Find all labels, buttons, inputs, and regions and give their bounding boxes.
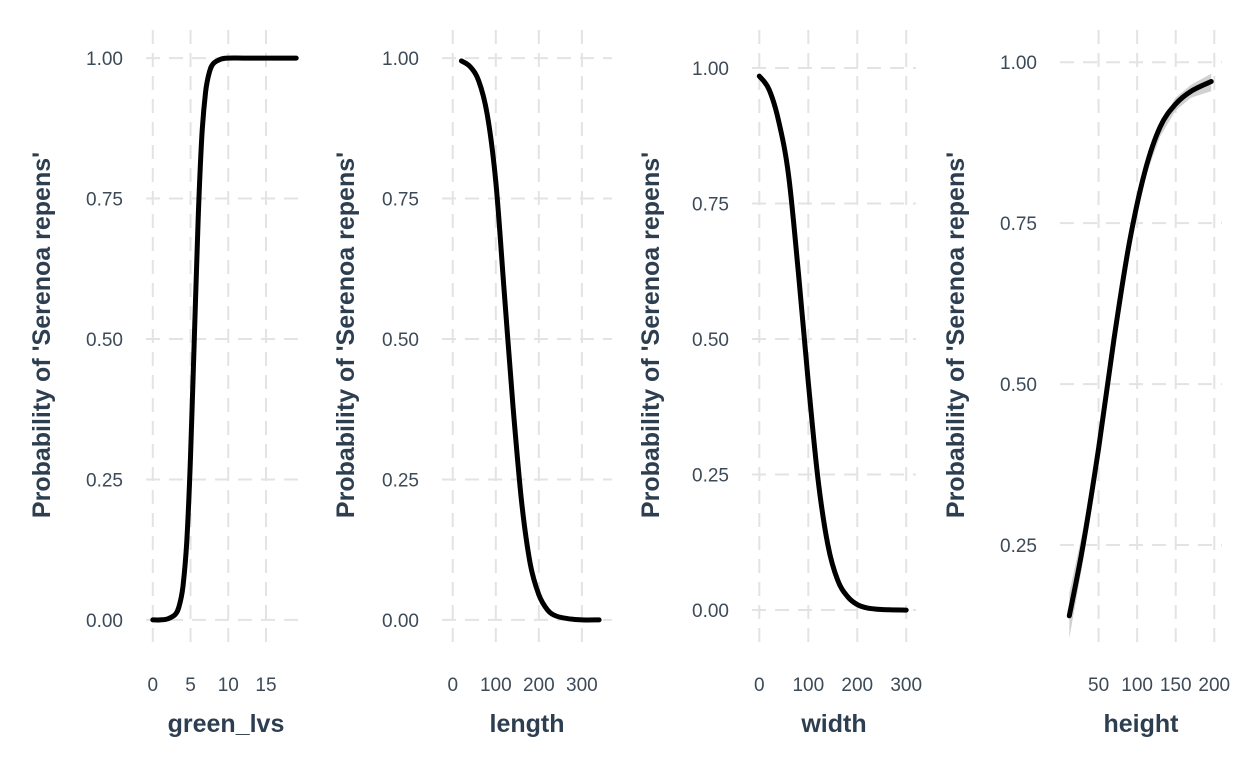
y-axis-title: Probability of 'Serenoa repens' bbox=[942, 152, 970, 518]
x-tick-label: 100 bbox=[480, 675, 512, 696]
y-tick-label: 0.75 bbox=[382, 190, 419, 211]
x-tick-label: 15 bbox=[255, 675, 276, 696]
y-axis-title: Probability of 'Serenoa repens' bbox=[332, 152, 360, 518]
x-tick-label: 300 bbox=[566, 675, 598, 696]
x-tick-label: 200 bbox=[841, 675, 873, 696]
x-tick-label: 100 bbox=[1121, 675, 1153, 696]
y-tick-label: 0.75 bbox=[1000, 214, 1037, 235]
y-tick-label: 0.25 bbox=[692, 466, 729, 487]
y-tick-label: 0.00 bbox=[382, 611, 419, 632]
probability-curve bbox=[1066, 79, 1214, 619]
probability-curve bbox=[150, 55, 299, 623]
x-tick-label: 0 bbox=[148, 675, 159, 696]
y-tick-label: 0.50 bbox=[692, 330, 729, 351]
x-tick-label: 5 bbox=[185, 675, 196, 696]
x-tick-label: 150 bbox=[1160, 675, 1192, 696]
y-tick-label: 1.00 bbox=[382, 49, 419, 70]
y-tick-label: 0.50 bbox=[86, 330, 123, 351]
y-tick-label: 1.00 bbox=[692, 59, 729, 80]
y-tick-label: 0.00 bbox=[692, 601, 729, 622]
x-tick-label: 0 bbox=[754, 675, 765, 696]
panel-width: 0.00 0.25 0.50 0.75 1.00 0 100 200 300 width Proba… bbox=[637, 30, 922, 738]
x-tick-label: 10 bbox=[218, 675, 239, 696]
probability-curve bbox=[756, 73, 909, 613]
x-axis-title: width bbox=[800, 710, 866, 738]
x-tick-label: 0 bbox=[447, 675, 458, 696]
panel-green_lvs: 0.00 0.25 0.50 0.75 1.00 0 5 10 15 green_lvs Proba… bbox=[28, 30, 306, 738]
x-tick-label: 100 bbox=[792, 675, 824, 696]
y-tick-label: 0.25 bbox=[86, 470, 123, 491]
y-tick-label: 1.00 bbox=[1000, 53, 1037, 74]
y-tick-label: 0.50 bbox=[382, 330, 419, 351]
y-tick-label: 1.00 bbox=[86, 49, 123, 70]
panel-height: 0.25 0.50 0.75 1.00 50 100 150 200 height Probabi… bbox=[942, 30, 1230, 738]
y-tick-label: 0.00 bbox=[86, 611, 123, 632]
x-axis-title: height bbox=[1104, 710, 1180, 738]
y-tick-label: 0.25 bbox=[382, 470, 419, 491]
confidence-band bbox=[1069, 73, 1212, 639]
x-tick-label: 300 bbox=[890, 675, 922, 696]
x-axis-title: green_lvs bbox=[168, 710, 285, 738]
x-tick-label: 200 bbox=[523, 675, 555, 696]
y-tick-label: 0.75 bbox=[86, 190, 123, 211]
y-axis-title: Probability of 'Serenoa repens' bbox=[637, 152, 665, 518]
x-axis-title: length bbox=[490, 710, 565, 738]
y-tick-label: 0.75 bbox=[692, 194, 729, 215]
y-axis-title: Probability of 'Serenoa repens' bbox=[28, 152, 56, 518]
y-tick-label: 0.25 bbox=[1000, 536, 1037, 557]
x-tick-label: 200 bbox=[1198, 675, 1230, 696]
y-tick-label: 0.50 bbox=[1000, 375, 1037, 396]
probability-curve bbox=[458, 58, 602, 623]
x-tick-label: 50 bbox=[1088, 675, 1109, 696]
